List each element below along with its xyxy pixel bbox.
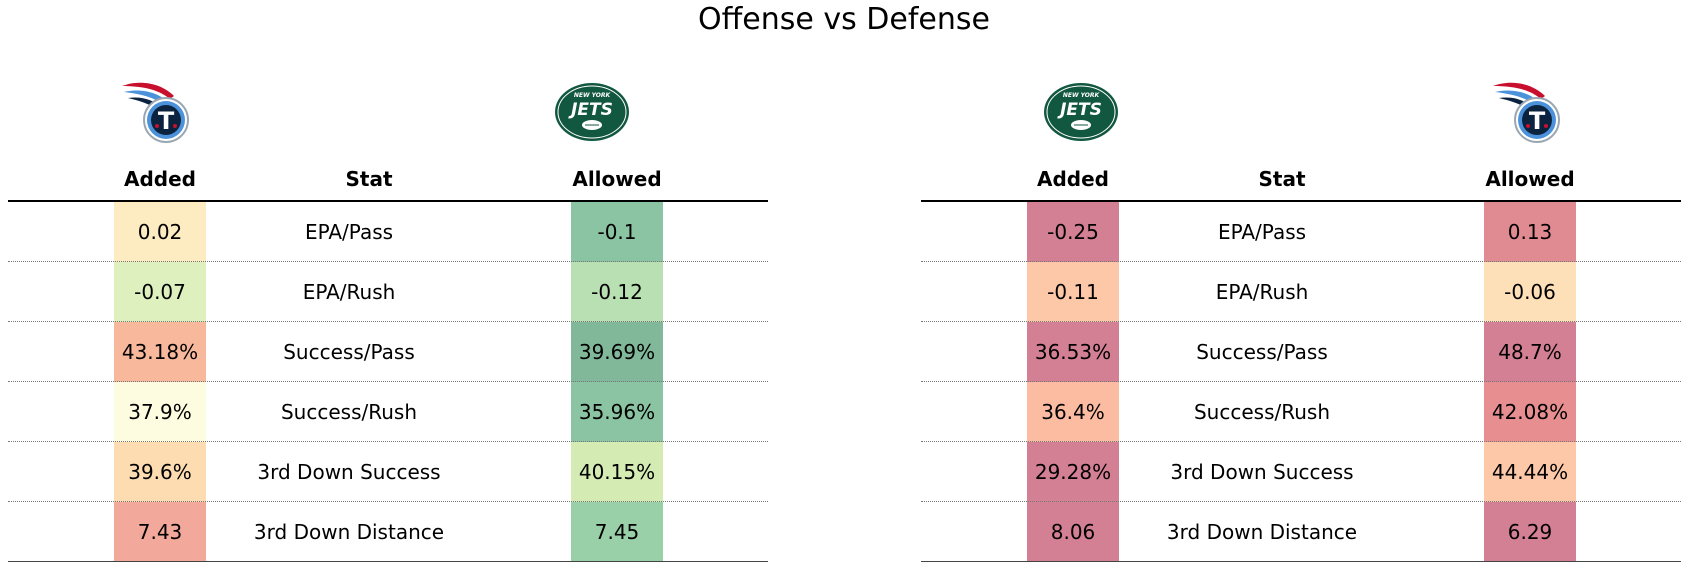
column-header-added: Added: [1037, 167, 1109, 191]
column-header-allowed: Allowed: [1485, 167, 1575, 191]
column-header-stat: Stat: [1258, 167, 1306, 191]
column-header-stat: Stat: [345, 167, 393, 191]
defense-table: NEW YORK JETS T Added Stat Allowed -0.25…: [921, 70, 1681, 570]
table-row: -0.11 EPA/Rush -0.06: [921, 262, 1681, 322]
stat-name-cell: EPA/Pass: [1217, 220, 1307, 244]
table-row: 36.4% Success/Rush 42.08%: [921, 382, 1681, 442]
row-separator: [8, 321, 768, 322]
allowed-value-cell: 44.44%: [1484, 442, 1576, 502]
jets-logo-top-text: NEW YORK: [1063, 92, 1101, 99]
allowed-value-cell: 40.15%: [571, 442, 663, 502]
stat-name-cell: 3rd Down Success: [257, 460, 441, 484]
titans-logo-letter: T: [158, 107, 175, 135]
table-row: 36.53% Success/Pass 48.7%: [921, 322, 1681, 382]
jets-logo-top-text: NEW YORK: [574, 92, 612, 99]
allowed-value-cell: -0.06: [1484, 262, 1576, 322]
added-value-cell: 39.6%: [114, 442, 206, 502]
table-row: 43.18% Success/Pass 39.69%: [8, 322, 768, 382]
row-separator: [921, 381, 1681, 382]
allowed-value-cell: 0.13: [1484, 202, 1576, 262]
stat-name-cell: EPA/Rush: [1215, 280, 1309, 304]
column-header-allowed: Allowed: [572, 167, 662, 191]
added-value-cell: 7.43: [114, 502, 206, 562]
added-value-cell: -0.25: [1027, 202, 1119, 262]
jets-logo-main-text: JETS: [568, 100, 613, 120]
table-row: 8.06 3rd Down Distance 6.29: [921, 502, 1681, 562]
titans-logo-letter: T: [1529, 107, 1546, 135]
stat-name-cell: 3rd Down Success: [1170, 460, 1354, 484]
jets-logo-main-text: JETS: [1057, 100, 1102, 120]
added-value-cell: -0.11: [1027, 262, 1119, 322]
added-value-cell: 37.9%: [114, 382, 206, 442]
allowed-value-cell: -0.1: [571, 202, 663, 262]
stat-name-cell: Success/Rush: [280, 400, 417, 424]
allowed-value-cell: 42.08%: [1484, 382, 1576, 442]
table-row: -0.07 EPA/Rush -0.12: [8, 262, 768, 322]
added-value-cell: 36.53%: [1027, 322, 1119, 382]
added-value-cell: 43.18%: [114, 322, 206, 382]
titans-logo: T: [1491, 80, 1567, 144]
table-row: -0.25 EPA/Pass 0.13: [921, 202, 1681, 262]
jets-logo: NEW YORK JETS: [554, 80, 630, 144]
row-separator: [8, 561, 768, 562]
stat-name-cell: EPA/Rush: [302, 280, 396, 304]
row-separator: [8, 441, 768, 442]
table-row: 0.02 EPA/Pass -0.1: [8, 202, 768, 262]
stat-name-cell: EPA/Pass: [304, 220, 394, 244]
stat-name-cell: Success/Pass: [1196, 340, 1328, 364]
row-separator: [921, 321, 1681, 322]
allowed-value-cell: 48.7%: [1484, 322, 1576, 382]
row-separator: [921, 261, 1681, 262]
row-separator: [921, 561, 1681, 562]
header-rule: [921, 200, 1681, 202]
row-separator: [921, 441, 1681, 442]
allowed-value-cell: 39.69%: [571, 322, 663, 382]
added-value-cell: 0.02: [114, 202, 206, 262]
table-row: 29.28% 3rd Down Success 44.44%: [921, 442, 1681, 502]
row-separator: [921, 501, 1681, 502]
row-separator: [8, 381, 768, 382]
row-separator: [8, 501, 768, 502]
added-value-cell: 29.28%: [1027, 442, 1119, 502]
table-row: 39.6% 3rd Down Success 40.15%: [8, 442, 768, 502]
titans-logo: T: [120, 80, 196, 144]
column-header-added: Added: [124, 167, 196, 191]
allowed-value-cell: 35.96%: [571, 382, 663, 442]
table-row: 37.9% Success/Rush 35.96%: [8, 382, 768, 442]
allowed-value-cell: -0.12: [571, 262, 663, 322]
header-rule: [8, 200, 768, 202]
added-value-cell: 36.4%: [1027, 382, 1119, 442]
table-row: 7.43 3rd Down Distance 7.45: [8, 502, 768, 562]
allowed-value-cell: 7.45: [571, 502, 663, 562]
stat-name-cell: Success/Pass: [283, 340, 415, 364]
stat-name-cell: 3rd Down Distance: [253, 520, 445, 544]
page-title: Offense vs Defense: [698, 2, 990, 37]
jets-logo: NEW YORK JETS: [1043, 80, 1119, 144]
added-value-cell: 8.06: [1027, 502, 1119, 562]
stat-name-cell: 3rd Down Distance: [1166, 520, 1358, 544]
offense-table: T NEW YORK JETS Added Stat Allowed 0.02 E…: [8, 70, 768, 570]
stat-name-cell: Success/Rush: [1193, 400, 1330, 424]
allowed-value-cell: 6.29: [1484, 502, 1576, 562]
added-value-cell: -0.07: [114, 262, 206, 322]
row-separator: [8, 261, 768, 262]
